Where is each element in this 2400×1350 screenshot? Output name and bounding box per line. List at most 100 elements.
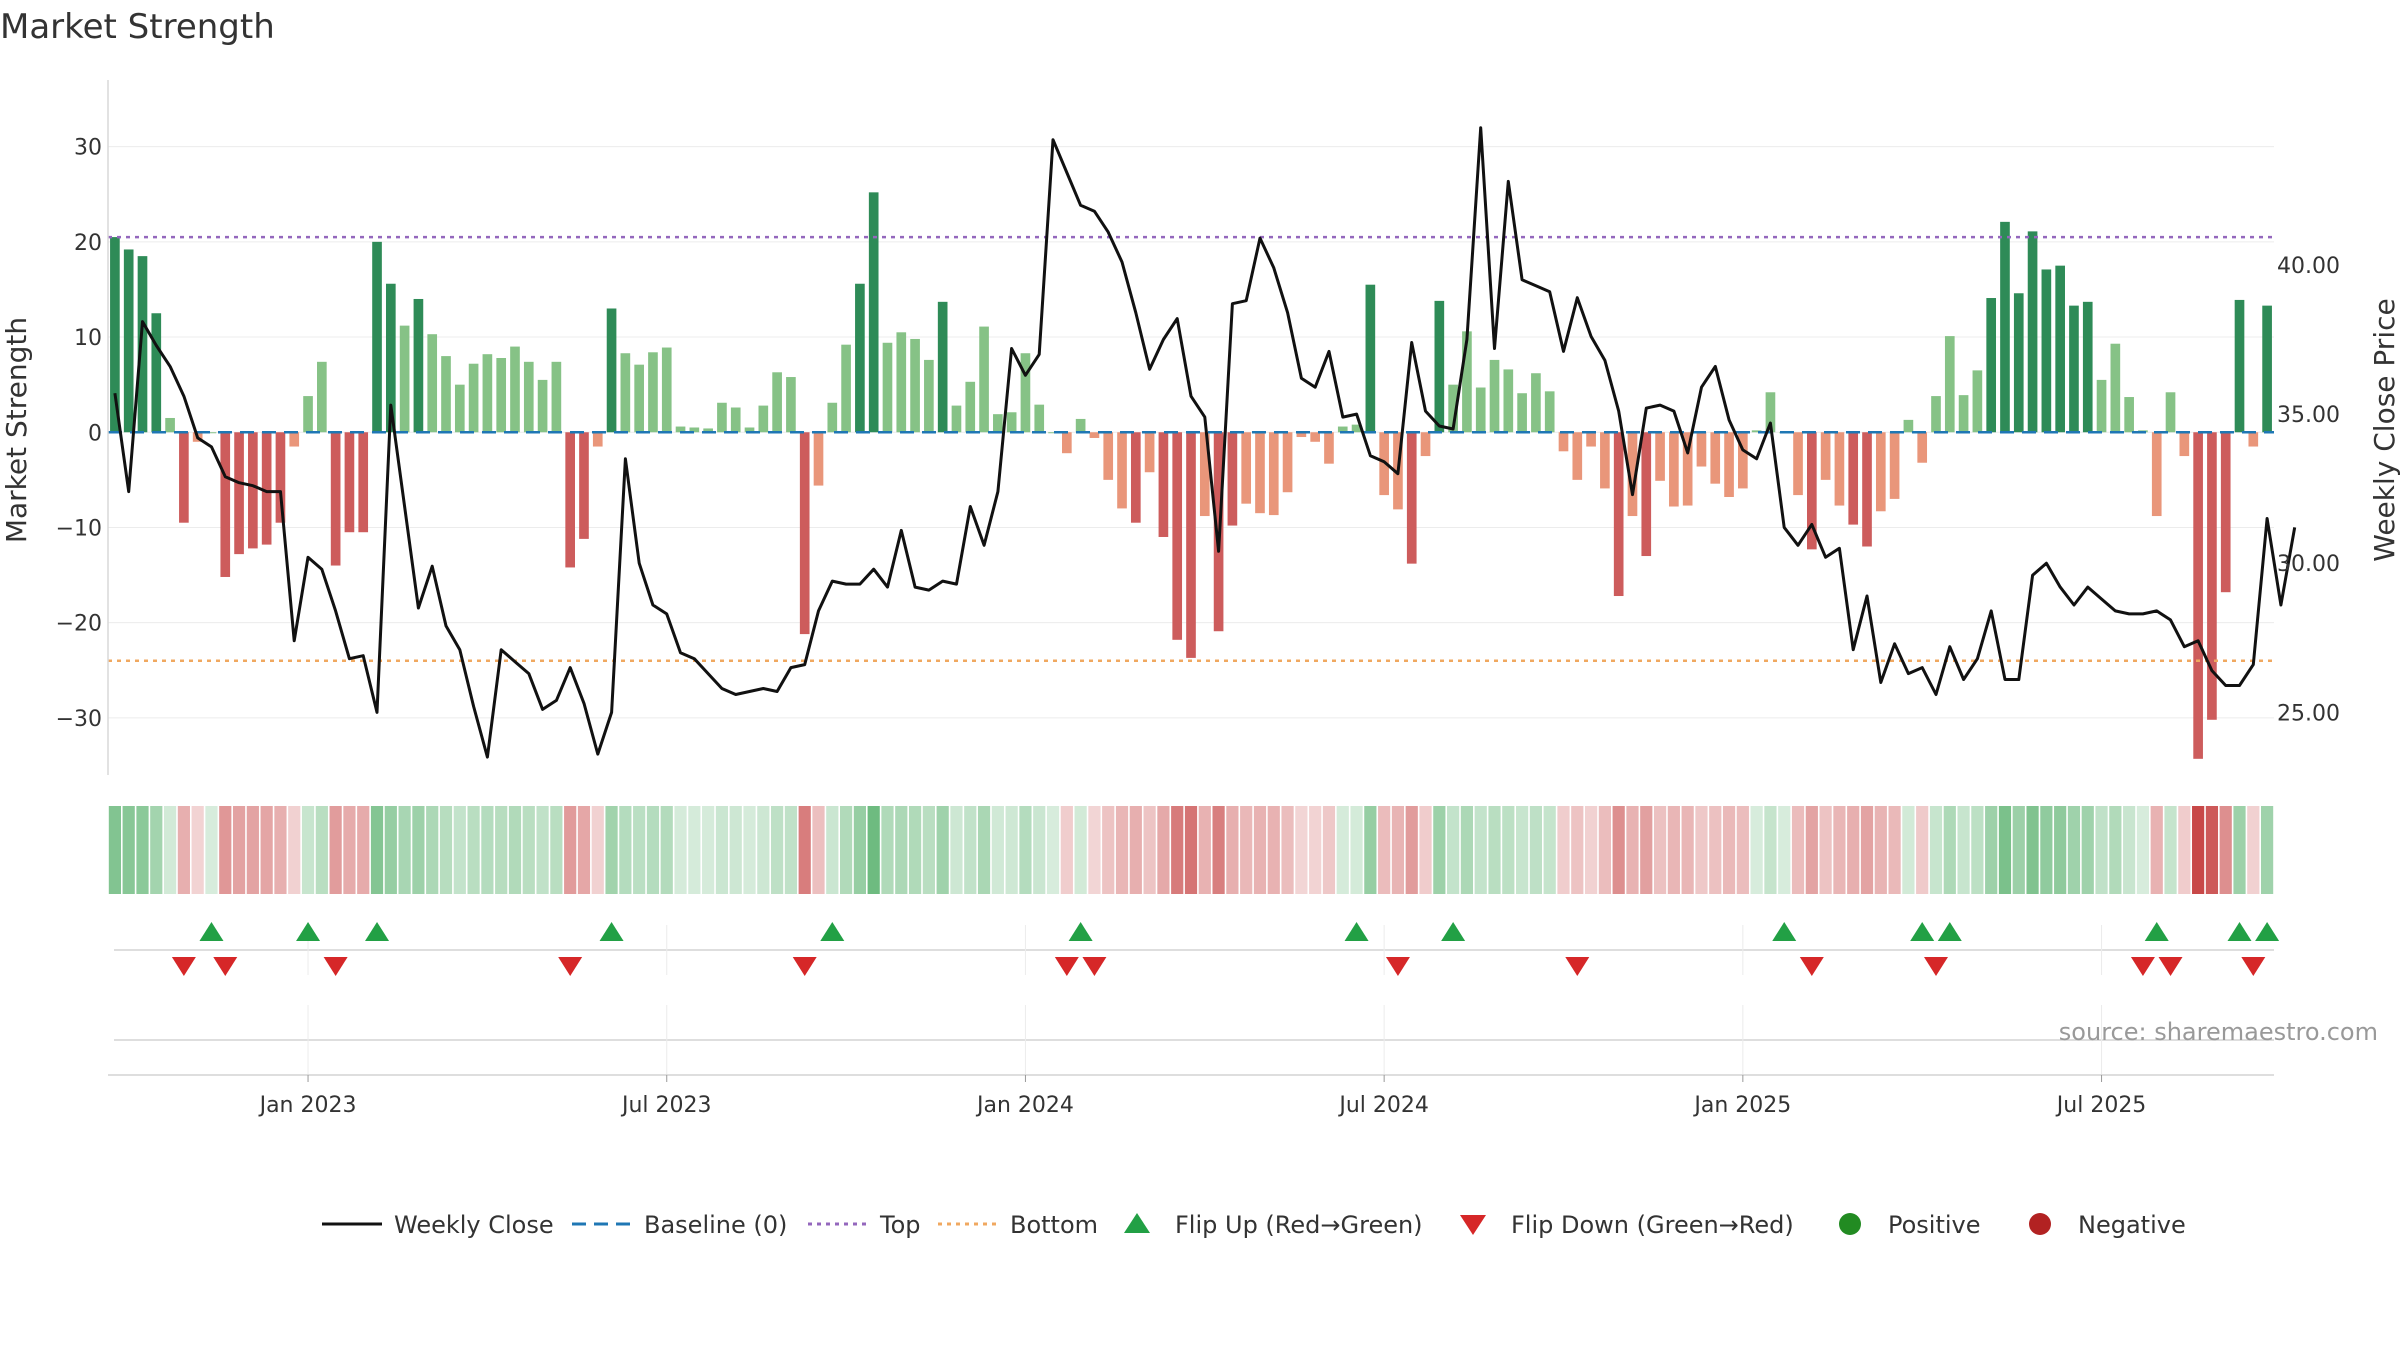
heat-cell xyxy=(564,806,577,894)
strength-bar xyxy=(1972,370,1983,433)
strength-bar xyxy=(1862,432,1872,547)
heat-cell xyxy=(1833,806,1846,894)
heat-cell xyxy=(1778,806,1791,894)
strength-bar xyxy=(2110,343,2121,433)
strength-bar xyxy=(1337,426,1348,433)
flip-up-marker xyxy=(1772,922,1797,941)
heat-cell xyxy=(1433,806,1446,894)
strength-bar xyxy=(551,361,562,433)
heat-cell xyxy=(1874,806,1887,894)
strength-bar xyxy=(2055,265,2065,433)
y2-axis-label: Weekly Close Price xyxy=(2368,298,2400,561)
heat-cell xyxy=(577,806,591,894)
heat-cell xyxy=(357,806,370,894)
heat-cell xyxy=(660,806,673,894)
strength-bar xyxy=(372,241,382,433)
strength-bar xyxy=(730,407,741,433)
heat-cell xyxy=(1171,806,1184,894)
strength-bar xyxy=(1944,336,1955,433)
heat-cell xyxy=(522,806,535,894)
heat-cell xyxy=(301,806,315,894)
strength-bar xyxy=(1227,432,1238,526)
x-tick-label: Jul 2023 xyxy=(620,1093,712,1118)
heat-cell xyxy=(2026,806,2039,894)
flip-down-marker xyxy=(792,957,817,976)
strength-bar xyxy=(1751,430,1762,433)
legend-label: Negative xyxy=(2078,1211,2186,1239)
heat-cell xyxy=(1460,806,1474,894)
date-axis: Jan 2023 Jul 2023 Jan 2024 Jul 2024 Jan 2025… xyxy=(108,1074,2274,1118)
strength-bar xyxy=(634,364,644,433)
strength-bar xyxy=(2124,397,2134,433)
flip-up-marker xyxy=(2227,922,2252,941)
legend-item: Negative xyxy=(2029,1211,2186,1239)
heat-cell xyxy=(205,806,218,894)
flip-down-marker xyxy=(2158,957,2183,976)
strength-bar xyxy=(951,405,962,433)
heat-cell xyxy=(936,806,949,894)
strength-bar xyxy=(537,379,548,433)
heat-cell xyxy=(2205,806,2219,894)
flip-down-marker xyxy=(1082,957,1107,976)
heat-cell xyxy=(1074,806,1087,894)
strength-bar xyxy=(344,432,355,533)
strength-bar xyxy=(689,427,700,433)
strength-bar xyxy=(2151,432,2162,517)
y-axis-label: Market Strength xyxy=(0,317,33,543)
strength-bar xyxy=(496,358,507,433)
heat-cell xyxy=(1612,806,1625,894)
heat-cell xyxy=(288,806,301,894)
flip-down-marker xyxy=(171,957,196,976)
strength-bar xyxy=(2013,293,2024,433)
strength-bar xyxy=(441,356,451,433)
strength-bar xyxy=(1572,432,1583,480)
strength-bar xyxy=(841,344,851,433)
strength-bar xyxy=(1931,396,1941,433)
heat-cell xyxy=(674,806,687,894)
heat-cell xyxy=(908,806,922,894)
strength-bar xyxy=(1738,432,1748,489)
strength-bar xyxy=(1710,432,1721,484)
strength-bar xyxy=(2165,392,2176,433)
strength-bar xyxy=(1820,432,1831,480)
strength-bar xyxy=(1324,432,1334,464)
heat-cell xyxy=(757,806,770,894)
strength-bar xyxy=(1696,432,1707,467)
heat-cell xyxy=(1709,806,1722,894)
strength-bar xyxy=(1600,432,1610,489)
heat-cell xyxy=(619,806,632,894)
strength-bar xyxy=(1199,432,1210,517)
legend-label: Flip Down (Green→Red) xyxy=(1511,1211,1794,1239)
strength-bar xyxy=(772,372,782,433)
flip-up-marker xyxy=(599,922,624,941)
heat-cell xyxy=(977,806,991,894)
legend-label: Flip Up (Red→Green) xyxy=(1175,1211,1423,1239)
heat-cell xyxy=(177,806,190,894)
flip-down-marker xyxy=(323,957,348,976)
strength-bar xyxy=(206,432,217,434)
flip-up-marker xyxy=(1441,922,1466,941)
heat-cell xyxy=(812,806,825,894)
flip-up-marker xyxy=(1344,922,1369,941)
heat-cell xyxy=(370,806,384,894)
heat-cell xyxy=(2109,806,2122,894)
strength-bar xyxy=(1006,412,1017,433)
flip-down-marker xyxy=(2241,957,2266,976)
heat-cell xyxy=(1046,806,1060,894)
heat-cell xyxy=(1791,806,1805,894)
strength-bar xyxy=(910,338,920,433)
strength-bar xyxy=(1669,432,1679,507)
heat-cell xyxy=(1088,806,1101,894)
heat-cell xyxy=(2247,806,2260,894)
heat-cell xyxy=(315,806,328,894)
heat-cell xyxy=(439,806,453,894)
x-tick-label: Jul 2025 xyxy=(2055,1093,2147,1118)
heat-cell xyxy=(2136,806,2150,894)
heat-cell xyxy=(1598,806,1611,894)
legend-label: Positive xyxy=(1888,1211,1981,1239)
strength-bar xyxy=(979,326,989,433)
strength-bar xyxy=(717,402,727,433)
strength-bar xyxy=(2082,301,2093,433)
strength-bar xyxy=(1172,432,1183,640)
heat-cell xyxy=(453,806,466,894)
